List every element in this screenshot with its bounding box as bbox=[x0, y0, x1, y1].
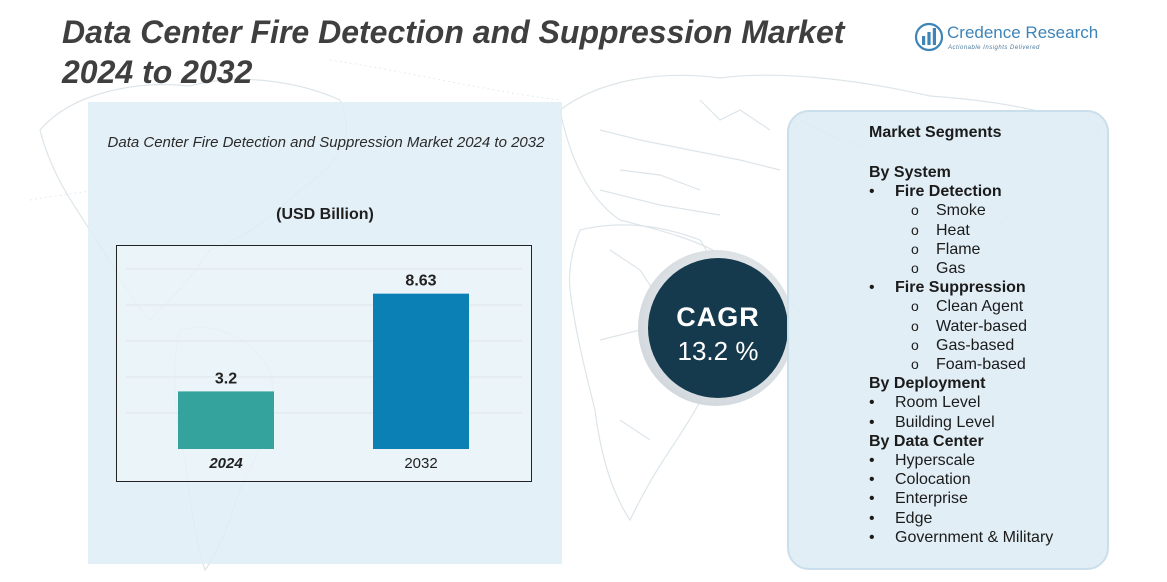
chart-panel: Data Center Fire Detection and Suppressi… bbox=[88, 102, 562, 564]
brand-logo[interactable]: Credence Research Actionable Insights De… bbox=[914, 22, 1104, 56]
x-tick-label: 2032 bbox=[404, 455, 437, 472]
segment-subitem: Smoke bbox=[869, 201, 1053, 220]
chart-bars: 3.2 2024 8.63 2032 bbox=[178, 273, 469, 472]
segment-item: Room Level bbox=[869, 393, 1053, 412]
segment-group-title: By System bbox=[869, 164, 951, 181]
segment-subitem: Water-based bbox=[869, 317, 1053, 336]
cagr-label: CAGR bbox=[676, 302, 760, 332]
segment-item: Hyperscale bbox=[869, 451, 1053, 470]
segment-subitem: Foam-based bbox=[869, 355, 1053, 374]
segment-subitem: Gas-based bbox=[869, 336, 1053, 355]
cagr-ring-graphic bbox=[638, 250, 788, 406]
bar-chart-logo-icon bbox=[914, 22, 944, 52]
bar-2032 bbox=[373, 293, 469, 449]
segment-group-title: By Deployment bbox=[869, 375, 986, 393]
data-label: 3.2 bbox=[215, 370, 237, 387]
segment-item: Enterprise bbox=[869, 489, 1053, 508]
brand-name: Credence Research bbox=[947, 23, 1099, 42]
segment-subitem: Flame bbox=[869, 240, 1053, 259]
segment-subitem: Gas bbox=[869, 259, 1053, 278]
segment-subitem: Clean Agent bbox=[869, 297, 1053, 316]
x-tick-label: 2024 bbox=[208, 455, 243, 472]
chart-title: Data Center Fire Detection and Suppressi… bbox=[107, 134, 545, 151]
segment-item: Government & Military bbox=[869, 528, 1053, 547]
bar-2024 bbox=[178, 391, 274, 449]
cagr-value: 13.2 % bbox=[677, 336, 759, 366]
segments-list: By System Fire Detection Smoke Heat Flam… bbox=[869, 163, 1053, 547]
chart-unit-label: (USD Billion) bbox=[276, 206, 374, 223]
cagr-badge: CAGR 13.2 % bbox=[618, 248, 788, 408]
segment-group-title: By Data Center bbox=[869, 432, 984, 450]
brand-tagline: Actionable Insights Delivered bbox=[948, 45, 1040, 51]
bar-chart: 3.2 2024 8.63 2032 bbox=[116, 245, 532, 482]
market-segments-panel: Market Segments By System Fire Detection… bbox=[787, 110, 1109, 570]
page-title: Data Center Fire Detection and Suppressi… bbox=[62, 14, 845, 90]
segment-item: Edge bbox=[869, 509, 1053, 528]
segment-subitem: Heat bbox=[869, 221, 1053, 240]
data-label: 8.63 bbox=[405, 273, 436, 290]
segment-item: Building Level bbox=[869, 413, 1053, 432]
segment-item: Colocation bbox=[869, 470, 1053, 489]
segment-item: Fire Suppression bbox=[869, 278, 1053, 297]
segments-heading: Market Segments bbox=[869, 124, 1002, 141]
segment-item: Fire Detection bbox=[869, 182, 1053, 201]
